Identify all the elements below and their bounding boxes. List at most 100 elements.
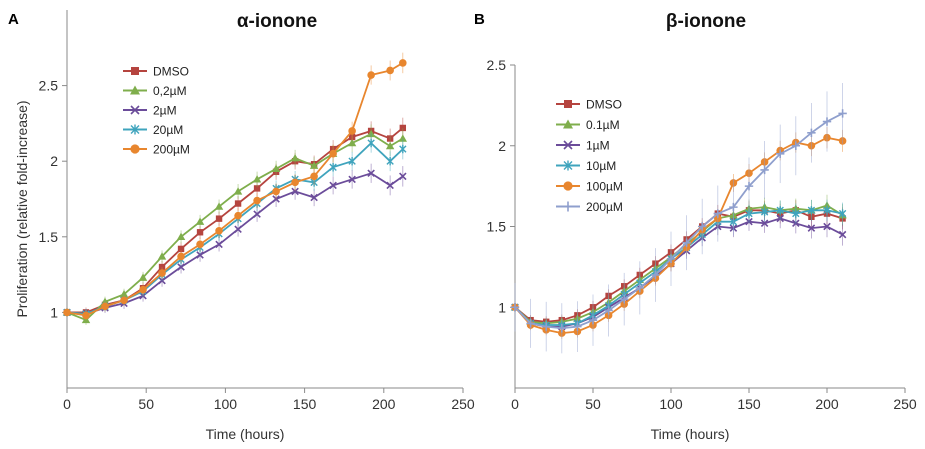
data-point bbox=[385, 141, 395, 150]
data-point bbox=[573, 322, 582, 331]
legend-label: 2µM bbox=[153, 104, 177, 118]
data-point bbox=[291, 187, 299, 196]
legend: DMSO 0,2µM 2µM 20µM 200µM bbox=[123, 65, 190, 157]
series-line bbox=[514, 209, 843, 326]
data-point bbox=[271, 164, 281, 172]
legend-marker bbox=[563, 140, 573, 150]
legend-marker bbox=[130, 105, 140, 115]
series-line bbox=[514, 217, 844, 328]
data-point bbox=[272, 187, 280, 196]
data-point bbox=[386, 157, 394, 166]
data-point bbox=[253, 210, 261, 218]
data-point bbox=[807, 206, 816, 215]
data-point bbox=[399, 144, 407, 154]
data-point bbox=[823, 206, 831, 215]
legend: DMSO 0.1µM 1µM 10µM 100µM 200µM bbox=[556, 98, 623, 214]
legend-item: 20µM bbox=[123, 123, 183, 137]
y-tick-label: 1.5 bbox=[39, 229, 59, 245]
data-point bbox=[196, 240, 204, 249]
x-tick-label: 0 bbox=[511, 396, 519, 412]
data-point bbox=[234, 211, 242, 220]
data-point bbox=[760, 165, 769, 175]
y-tick-label: 1 bbox=[498, 299, 506, 315]
data-point bbox=[215, 240, 223, 249]
legend-marker bbox=[563, 119, 573, 129]
data-point bbox=[792, 209, 800, 218]
data-point bbox=[329, 181, 337, 190]
legend-marker bbox=[130, 85, 140, 95]
data-point bbox=[119, 290, 129, 298]
data-point bbox=[120, 296, 128, 305]
data-point bbox=[510, 303, 520, 312]
x-tick-label: 50 bbox=[138, 396, 154, 412]
legend-marker bbox=[564, 100, 572, 108]
x-tick-label: 200 bbox=[815, 396, 839, 412]
y-axis-label: Proliferation (relative fold-increase) bbox=[14, 100, 30, 317]
series-line bbox=[514, 112, 844, 330]
data-point bbox=[348, 175, 356, 184]
data-point bbox=[807, 128, 816, 138]
data-point bbox=[744, 181, 754, 191]
data-point bbox=[347, 138, 357, 147]
data-point bbox=[309, 161, 319, 169]
data-point bbox=[398, 134, 408, 142]
legend-marker bbox=[130, 124, 140, 135]
data-point bbox=[367, 71, 375, 79]
data-point bbox=[604, 306, 613, 315]
y-tick-label: 2.5 bbox=[487, 57, 507, 73]
data-point bbox=[290, 153, 300, 162]
y-tick-label: 2.5 bbox=[39, 78, 59, 94]
legend-item: 0.1µM bbox=[556, 118, 620, 132]
data-point bbox=[157, 252, 167, 260]
series-200-m bbox=[63, 52, 407, 321]
data-point bbox=[367, 138, 375, 148]
legend-item: 2µM bbox=[123, 104, 177, 118]
x-axis-label: Time (hours) bbox=[206, 426, 285, 442]
legend-label: 10µM bbox=[586, 159, 616, 173]
data-point bbox=[82, 311, 90, 320]
data-point bbox=[399, 124, 407, 132]
data-point bbox=[776, 206, 784, 215]
chart-title: β-ionone bbox=[666, 11, 746, 32]
legend-label: 100µM bbox=[586, 180, 623, 194]
data-point bbox=[195, 217, 205, 225]
data-point bbox=[310, 193, 318, 202]
data-point bbox=[807, 224, 816, 232]
x-tick-label: 100 bbox=[214, 396, 238, 412]
data-point bbox=[651, 270, 660, 280]
data-point bbox=[399, 59, 407, 67]
x-tick-label: 50 bbox=[585, 396, 601, 412]
data-point bbox=[760, 219, 769, 228]
data-point bbox=[329, 163, 337, 172]
legend-label: 200µM bbox=[586, 200, 623, 214]
data-point bbox=[386, 181, 394, 190]
series-line bbox=[66, 62, 404, 317]
data-point bbox=[177, 245, 185, 253]
x-tick-label: 250 bbox=[451, 396, 475, 412]
data-point bbox=[253, 185, 261, 192]
y-tick-label: 1.5 bbox=[487, 219, 507, 235]
data-point bbox=[588, 315, 598, 325]
legend-item: 200µM bbox=[123, 143, 190, 157]
data-point bbox=[177, 263, 185, 271]
series-2-m bbox=[63, 163, 407, 319]
data-point bbox=[620, 294, 629, 304]
data-point bbox=[214, 202, 224, 210]
legend-label: 20µM bbox=[153, 123, 183, 137]
x-tick-label: 200 bbox=[372, 396, 396, 412]
data-point bbox=[348, 127, 356, 135]
data-point bbox=[138, 273, 148, 281]
data-point bbox=[526, 319, 535, 328]
data-point bbox=[729, 202, 738, 212]
x-axis-label: Time (hours) bbox=[651, 426, 730, 442]
legend-marker bbox=[563, 201, 573, 212]
x-tick-label: 100 bbox=[659, 396, 683, 412]
data-point bbox=[367, 169, 375, 178]
data-point bbox=[682, 238, 691, 247]
data-point bbox=[329, 149, 337, 158]
legend-marker bbox=[131, 67, 139, 75]
data-point bbox=[698, 222, 707, 231]
data-point bbox=[234, 200, 242, 207]
